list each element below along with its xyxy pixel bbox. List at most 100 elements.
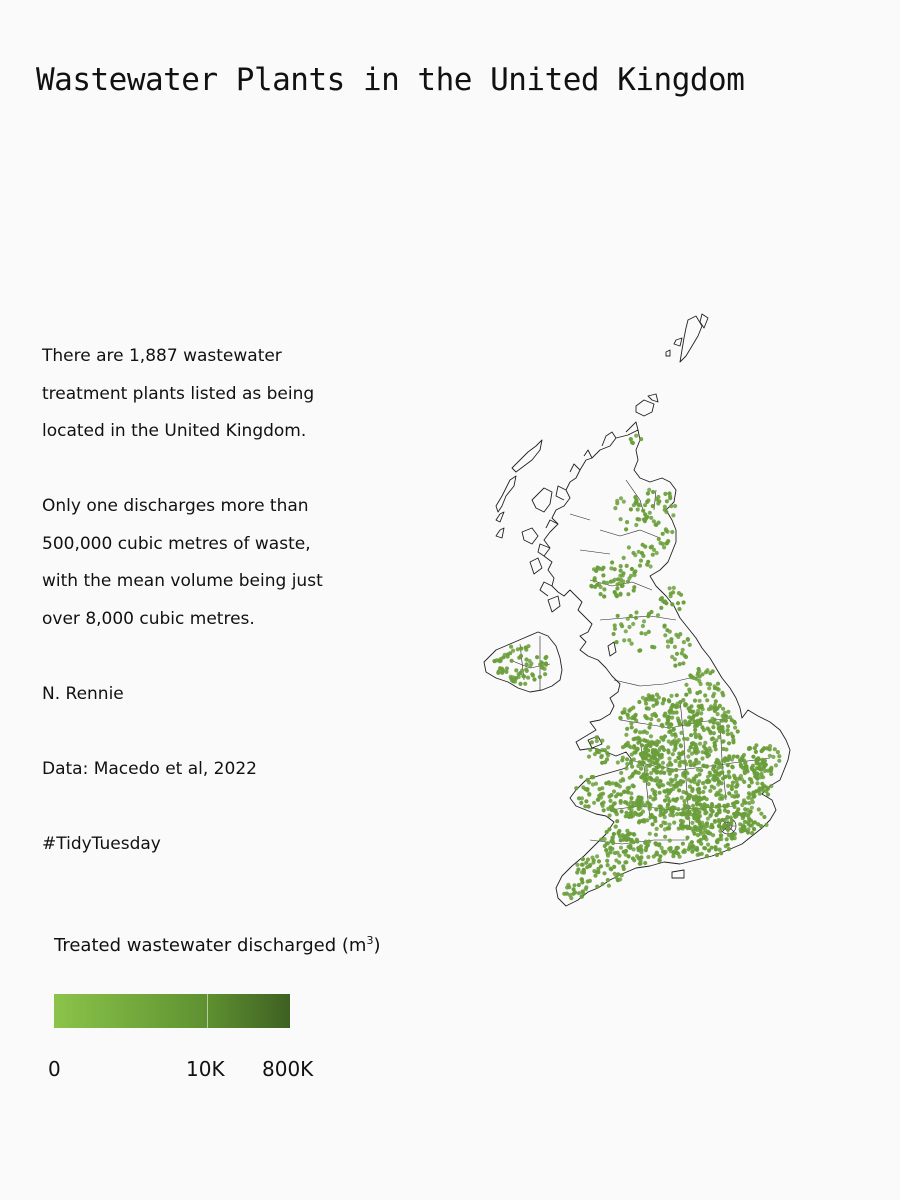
- plant-point: [701, 789, 706, 795]
- plant-point: [716, 823, 721, 829]
- plant-point: [704, 764, 709, 769]
- plant-point: [624, 810, 629, 815]
- plant-point: [764, 789, 769, 794]
- plant-point: [620, 833, 625, 838]
- plant-point: [647, 839, 652, 844]
- plant-point: [757, 762, 762, 767]
- plant-point: [614, 594, 619, 599]
- plant-point: [649, 777, 654, 782]
- plant-point: [638, 844, 643, 849]
- plant-point: [594, 738, 599, 744]
- plant-point: [758, 767, 763, 772]
- plant-point: [604, 841, 609, 846]
- plant-point: [674, 651, 680, 656]
- plant-point: [668, 846, 673, 852]
- plant-point: [695, 828, 700, 833]
- plant-point: [607, 827, 612, 832]
- plant-point: [726, 756, 731, 761]
- plant-point: [637, 648, 642, 653]
- plant-point: [676, 826, 681, 831]
- plant-point: [675, 796, 680, 802]
- plant-point: [575, 862, 580, 867]
- plant-point: [576, 882, 581, 888]
- plant-point: [732, 836, 737, 841]
- plant-point: [722, 803, 727, 808]
- plant-point: [660, 765, 665, 770]
- plant-point: [604, 829, 609, 835]
- plant-point: [524, 662, 529, 667]
- plant-point: [532, 677, 537, 682]
- plant-point: [705, 726, 710, 731]
- plant-point: [720, 796, 725, 801]
- plant-point: [647, 801, 652, 807]
- plant-point: [674, 693, 679, 698]
- desc-line: with the mean volume being just: [42, 571, 323, 591]
- plant-point: [661, 737, 666, 742]
- plant-point: [666, 539, 671, 544]
- plant-point: [632, 573, 637, 578]
- plant-point: [589, 583, 594, 588]
- plant-point: [720, 718, 725, 723]
- plant-point: [612, 577, 617, 582]
- plant-point: [622, 789, 627, 794]
- plant-point: [668, 494, 673, 499]
- plant-point: [674, 845, 679, 851]
- plant-point: [585, 788, 590, 793]
- plant-point: [728, 715, 733, 720]
- plant-point: [535, 655, 540, 660]
- plant-point: [676, 634, 681, 639]
- plant-point: [741, 798, 747, 803]
- plant-point: [722, 710, 727, 715]
- plant-point: [615, 819, 620, 824]
- plant-point: [588, 862, 593, 868]
- plant-point: [664, 794, 669, 799]
- plant-point: [699, 851, 704, 856]
- plant-point: [660, 849, 666, 854]
- plant-point: [658, 540, 663, 546]
- plant-point: [720, 817, 725, 822]
- plant-point: [697, 698, 702, 703]
- plant-point: [695, 852, 700, 858]
- plant-point: [584, 860, 589, 865]
- plant-point: [683, 769, 688, 774]
- plant-point: [674, 773, 679, 778]
- plant-point: [627, 576, 632, 581]
- plant-point: [605, 877, 610, 883]
- plant-point: [746, 827, 751, 832]
- plant-point: [631, 832, 636, 837]
- plant-point: [674, 705, 679, 710]
- plant-point: [618, 564, 623, 569]
- plant-point: [713, 845, 718, 850]
- plant-point: [705, 816, 710, 821]
- plant-point: [668, 812, 673, 818]
- plant-point: [640, 800, 645, 805]
- plant-point: [681, 807, 686, 812]
- plant-point: [687, 642, 692, 647]
- plant-point: [616, 831, 621, 836]
- plant-point: [635, 798, 640, 803]
- plant-point: [639, 766, 644, 771]
- plant-point: [697, 779, 702, 784]
- plant-point: [750, 767, 755, 772]
- plant-point: [632, 744, 637, 749]
- plant-point: [624, 732, 629, 737]
- plant-point: [516, 672, 521, 677]
- plant-point: [651, 519, 656, 524]
- plant-point: [599, 801, 605, 806]
- plant-point: [594, 735, 599, 740]
- plant-point: [657, 790, 662, 795]
- plant-point: [684, 702, 689, 707]
- plant-point: [606, 753, 611, 758]
- plant-point: [526, 644, 531, 649]
- plant-point: [693, 744, 699, 749]
- plant-point: [647, 510, 652, 515]
- plant-point: [726, 783, 731, 788]
- plant-point: [650, 740, 655, 745]
- plant-point: [655, 782, 660, 787]
- plant-point: [669, 504, 674, 509]
- plant-point: [606, 806, 611, 811]
- plant-point: [601, 573, 606, 578]
- plant-point: [765, 746, 770, 751]
- plant-point: [665, 805, 670, 810]
- plant-point: [625, 790, 630, 795]
